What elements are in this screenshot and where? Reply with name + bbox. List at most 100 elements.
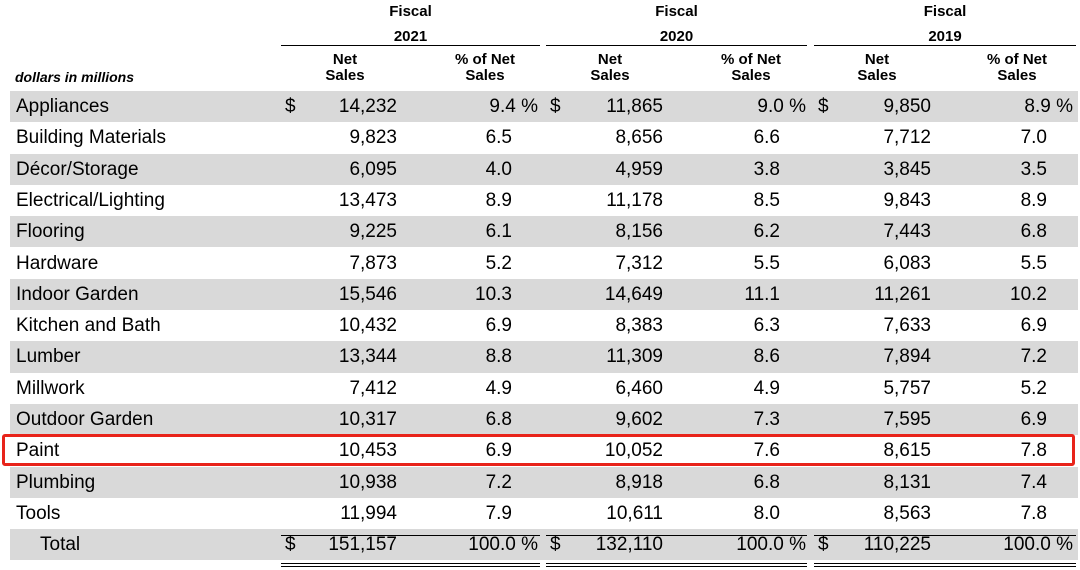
net-sales-cell: 9,602 [615, 409, 663, 430]
net-sales-cell: 10,432 [338, 315, 397, 337]
pct-cell: 8.8 [485, 346, 512, 368]
year-underline [546, 45, 807, 46]
col-header-text: % of Net Sales [455, 51, 515, 84]
table-row: Outdoor Garden 10,317 6.8 9,602 7.3 7,595 6.9 [10, 404, 1078, 436]
subtotal-rule [814, 535, 1076, 536]
pct-cell: 8.9 [1020, 189, 1047, 211]
currency-symbol: $ [550, 96, 561, 117]
fiscal-year: 2021 [393, 28, 428, 45]
currency-symbol: $ [285, 534, 296, 556]
total-double-rule [814, 566, 1076, 567]
pct-cell: 100.0 % [468, 534, 538, 556]
table-row: Millwork 7,412 4.9 6,460 4.9 5,757 5.2 [10, 373, 1078, 404]
pct-cell: 6.8 [753, 471, 780, 493]
pct-cell: 9.0 % [757, 96, 806, 117]
pct-cell: 8.0 [753, 502, 780, 524]
pct-cell: 8.9 [485, 189, 512, 211]
net-sales-cell: 110,225 [863, 534, 931, 556]
col-header-text: % of Net Sales [987, 51, 1047, 84]
net-sales-cell: 10,052 [604, 440, 663, 462]
pct-cell: 7.2 [1020, 346, 1047, 368]
units-label: dollars in millions [15, 69, 135, 85]
net-sales-cell: 8,615 [883, 440, 931, 462]
col-header-net-sales: Net Sales [565, 52, 655, 84]
net-sales-cell: 15,546 [338, 283, 397, 305]
net-sales-cell: 11,994 [340, 502, 397, 524]
net-sales-cell: 11,261 [874, 283, 931, 305]
net-sales-cell: 7,633 [883, 315, 931, 337]
row-label: Plumbing [16, 471, 96, 493]
paint-row-highlight [2, 434, 1075, 466]
pct-cell: 7.2 [485, 471, 512, 493]
table-row: Lumber 13,344 8.8 11,309 8.6 7,894 7.2 [10, 341, 1078, 373]
pct-cell: 8.9 % [1024, 96, 1073, 117]
col-header-net-sales: Net Sales [300, 52, 390, 84]
pct-cell: 3.5 [1020, 158, 1047, 180]
net-sales-cell: 13,473 [338, 189, 397, 211]
row-label: Building Materials [16, 127, 166, 149]
fiscal-label: Fiscal [389, 3, 432, 20]
total-double-rule [281, 566, 540, 567]
row-label: Paint [16, 440, 60, 462]
total-double-rule [546, 563, 807, 564]
net-sales-cell: 151,157 [328, 534, 397, 556]
net-sales-cell: 13,344 [338, 346, 397, 368]
year-underline [281, 45, 540, 46]
pct-cell: 10.3 [475, 283, 512, 305]
net-sales-cell: 9,843 [883, 189, 931, 211]
pct-cell: 6.8 [485, 409, 512, 430]
fiscal-year: 2019 [928, 28, 962, 45]
subtotal-rule [546, 535, 807, 536]
net-sales-cell: 7,312 [615, 252, 663, 274]
row-label: Décor/Storage [16, 158, 139, 180]
pct-cell: 6.9 [1020, 315, 1047, 337]
net-sales-cell: 9,850 [883, 96, 931, 117]
pct-cell: 6.9 [485, 440, 512, 462]
pct-cell: 7.6 [753, 440, 780, 462]
pct-cell: 7.8 [1020, 440, 1047, 462]
table-row: Paint 10,453 6.9 10,052 7.6 8,615 7.8 [10, 435, 1078, 466]
net-sales-cell: 8,383 [615, 315, 663, 337]
pct-cell: 4.0 [485, 158, 512, 180]
pct-cell: 5.5 [753, 252, 780, 274]
row-label: Hardware [16, 252, 99, 274]
table-row: Tools 11,994 7.9 10,611 8.0 8,563 7.8 [10, 498, 1078, 529]
net-sales-cell: 4,959 [615, 158, 663, 180]
currency-symbol: $ [550, 534, 561, 556]
col-header-text: % of Net Sales [721, 51, 781, 84]
net-sales-cell: 7,595 [883, 409, 931, 430]
net-sales-cell: 14,649 [604, 283, 663, 305]
table-row: Hardware 7,873 5.2 7,312 5.5 6,083 5.5 [10, 248, 1078, 279]
pct-cell: 6.9 [1020, 409, 1047, 430]
net-sales-cell: 8,656 [615, 127, 663, 149]
net-sales-cell: 6,083 [883, 252, 931, 274]
pct-cell: 11.1 [744, 283, 780, 305]
pct-cell: 7.3 [753, 409, 780, 430]
net-sales-cell: 5,757 [883, 377, 931, 399]
net-sales-cell: 11,865 [606, 96, 663, 117]
net-sales-cell: 11,309 [606, 346, 663, 368]
total-double-rule [281, 563, 540, 564]
pct-cell: 100.0 % [1003, 534, 1073, 556]
net-sales-cell: 7,412 [349, 377, 397, 399]
net-sales-cell: 132,110 [595, 534, 663, 556]
row-label: Lumber [16, 346, 81, 368]
table-row: Kitchen and Bath 10,432 6.9 8,383 6.3 7,633 6.… [10, 310, 1078, 341]
pct-cell: 7.9 [485, 502, 512, 524]
net-sales-cell: 7,443 [883, 221, 931, 243]
net-sales-cell: 14,232 [338, 96, 397, 117]
pct-cell: 6.5 [485, 127, 512, 149]
row-label: Tools [16, 502, 61, 524]
col-header-text: Net Sales [590, 51, 630, 84]
col-header-pct: % of Net Sales [696, 52, 806, 84]
net-sales-cell: 10,453 [338, 440, 397, 462]
net-sales-cell: 7,873 [349, 252, 397, 274]
total-double-rule [814, 563, 1076, 564]
net-sales-cell: 3,845 [883, 158, 931, 180]
pct-cell: 5.2 [1020, 377, 1047, 399]
col-header-pct: % of Net Sales [430, 52, 540, 84]
net-sales-cell: 9,823 [349, 127, 397, 149]
pct-cell: 6.6 [753, 127, 780, 149]
pct-cell: 8.6 [753, 346, 780, 368]
pct-cell: 5.5 [1020, 252, 1047, 274]
